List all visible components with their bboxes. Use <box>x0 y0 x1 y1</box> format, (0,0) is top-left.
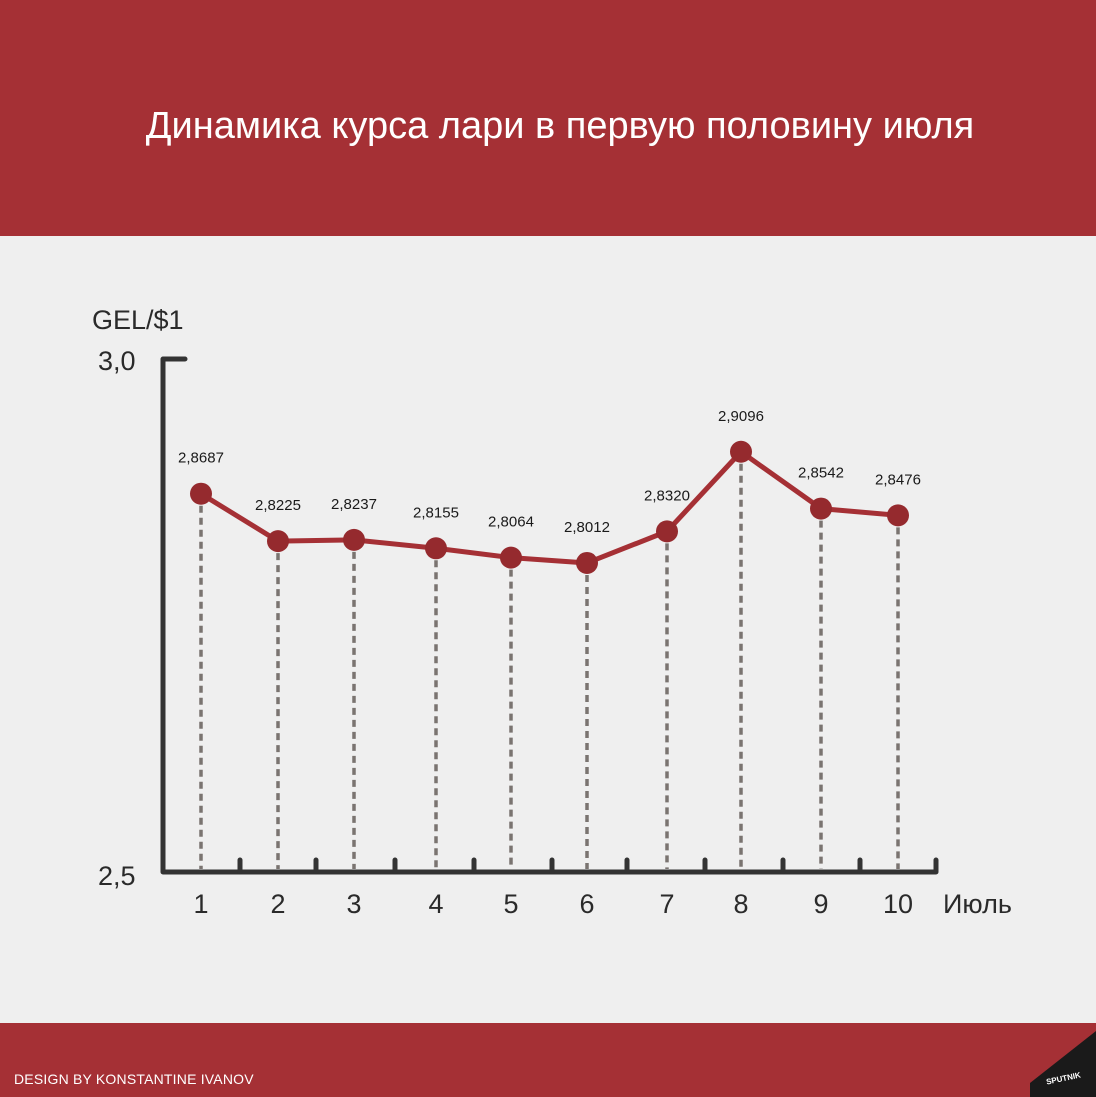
y-tick-label: 3,0 <box>98 346 136 376</box>
x-tick-label: 9 <box>813 889 828 919</box>
series-line <box>198 449 901 566</box>
x-tick-label: 10 <box>883 889 913 919</box>
data-label: 2,8012 <box>564 519 610 536</box>
y-tick-label: 2,5 <box>98 861 136 891</box>
x-tick-label: 7 <box>659 889 674 919</box>
footer-banner: DESIGN BY KONSTANTINE IVANOV SPUTNIK <box>0 1023 1096 1097</box>
data-point <box>810 497 832 520</box>
x-tick-label: 5 <box>503 889 518 919</box>
data-points <box>190 440 909 574</box>
line-chart: 2,8687 2,8225 2,8237 2,8155 2,8064 2,8012 2,83… <box>92 305 1012 919</box>
x-tick-label: 3 <box>346 889 361 919</box>
data-label: 2,8476 <box>875 471 921 488</box>
x-tick-label: 4 <box>428 889 443 919</box>
tick-labels: 1 2 3 4 5 6 7 8 9 10 Июль 3,0 2,5 GEL/$1 <box>92 305 1012 919</box>
data-point <box>425 537 447 560</box>
axes <box>160 356 939 875</box>
x-tick-label: 6 <box>579 889 594 919</box>
y-axis-label: GEL/$1 <box>92 305 184 335</box>
data-point <box>500 546 522 569</box>
x-axis-label: Июль <box>943 889 1012 919</box>
x-tick-label: 2 <box>270 889 285 919</box>
x-tick-label: 8 <box>733 889 748 919</box>
x-tick-label: 1 <box>193 889 208 919</box>
axis-lines <box>160 356 939 875</box>
data-label: 2,8155 <box>413 504 459 521</box>
data-label: 2,9096 <box>718 408 764 425</box>
data-point <box>267 530 289 553</box>
data-point <box>730 440 752 463</box>
data-point <box>190 482 212 505</box>
data-point <box>343 528 365 551</box>
sputnik-logo-icon: SPUTNIK <box>1030 1031 1096 1097</box>
series-line-group <box>198 449 901 566</box>
data-point <box>887 504 909 527</box>
dotted-guides <box>199 451 900 869</box>
design-credit: DESIGN BY KONSTANTINE IVANOV <box>14 1071 254 1087</box>
data-label: 2,8225 <box>255 497 301 514</box>
data-point <box>656 520 678 543</box>
data-label: 2,8542 <box>798 465 844 482</box>
data-label: 2,8320 <box>644 487 690 504</box>
data-label: 2,8064 <box>488 514 534 531</box>
data-label: 2,8237 <box>331 496 377 513</box>
data-point <box>576 551 598 574</box>
data-label: 2,8687 <box>178 450 224 467</box>
data-labels: 2,8687 2,8225 2,8237 2,8155 2,8064 2,8012 2,83… <box>178 408 921 536</box>
header-banner: Динамика курса лари в первую половину ию… <box>0 0 1096 236</box>
chart-title: Динамика курса лари в первую половину ию… <box>145 105 975 147</box>
